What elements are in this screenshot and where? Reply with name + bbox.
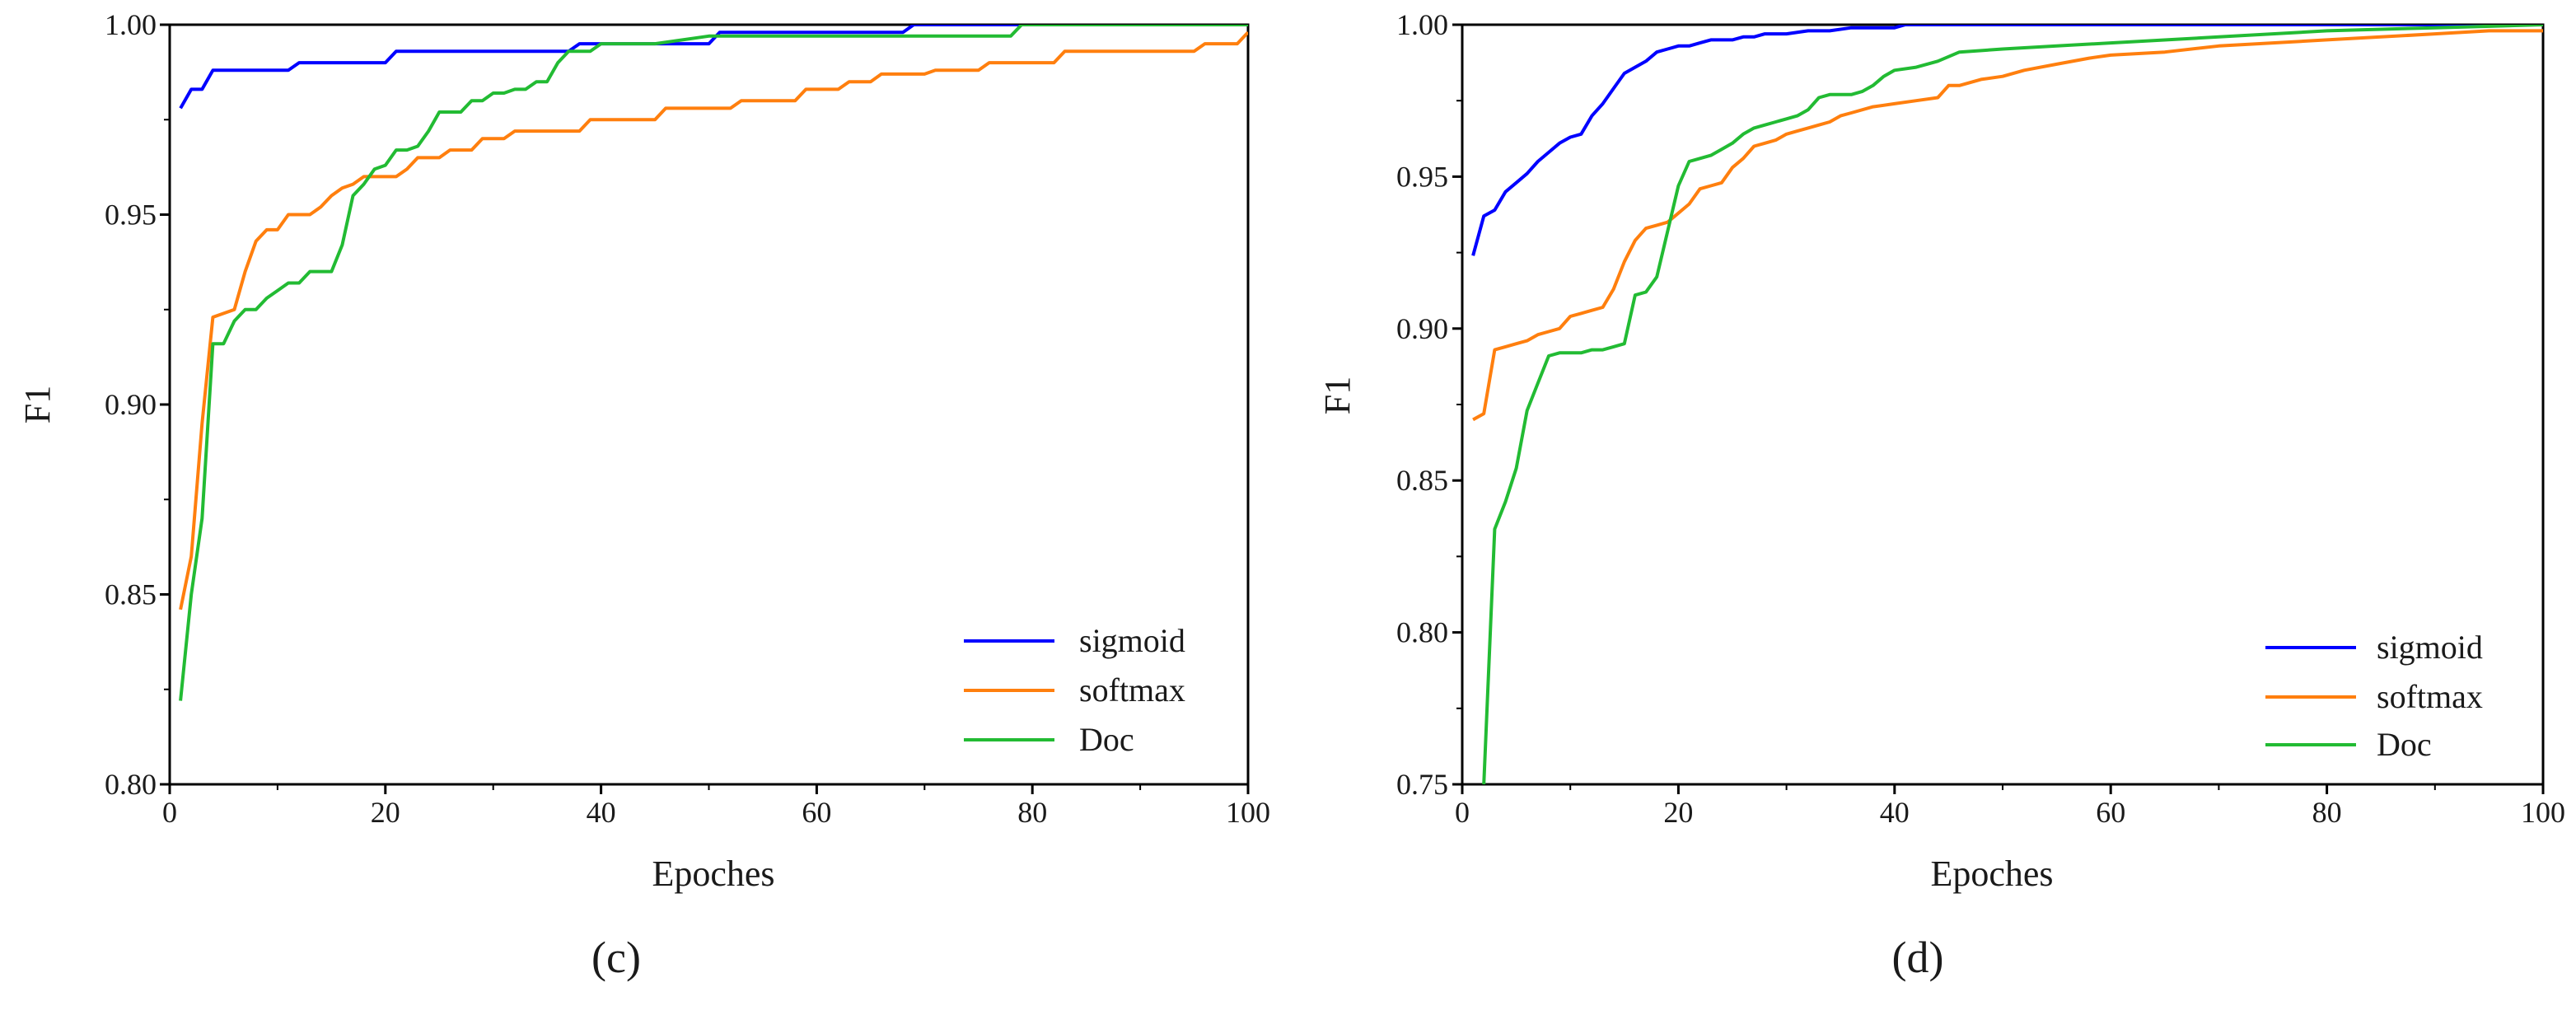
series-line-softmax — [179, 30, 1248, 610]
x-tick-label: 60 — [2096, 796, 2125, 829]
x-axis-title: Epoches — [652, 854, 774, 894]
x-tick-label: 60 — [802, 796, 831, 829]
y-tick-label: 0.90 — [1396, 312, 1448, 345]
legend-label-doc: Doc — [1079, 721, 1134, 758]
y-tick-label: 0.85 — [105, 578, 157, 611]
y-tick-label: 0.85 — [1396, 464, 1448, 497]
y-tick-label: 1.00 — [105, 8, 157, 41]
x-tick-label: 0 — [1455, 796, 1470, 829]
x-tick-label: 80 — [1017, 796, 1047, 829]
series-line-doc — [179, 25, 1248, 701]
legend-label-sigmoid: sigmoid — [1079, 622, 1185, 659]
panel-d: 0 20 40 60 80 100 0.75 0.80 0.85 0.90 0.95 1.00 Epoc… — [1317, 8, 2565, 982]
x-tick-label: 40 — [1880, 796, 1910, 829]
y-tick-label: 0.90 — [105, 388, 157, 421]
x-tick-label: 20 — [1663, 796, 1693, 829]
series-line-sigmoid — [179, 25, 1248, 110]
x-tick-label: 100 — [2521, 796, 2565, 829]
x-tick-label: 80 — [2312, 796, 2342, 829]
series-line-sigmoid — [1471, 25, 2543, 256]
y-tick-label: 0.95 — [105, 199, 157, 232]
x-tick-label: 100 — [1226, 796, 1270, 829]
y-tick-label: 0.80 — [105, 768, 157, 801]
legend-label-softmax: softmax — [2377, 678, 2483, 715]
y-tick-label: 1.00 — [1396, 8, 1448, 41]
panel-c: 0 20 40 60 80 100 0.80 0.85 0.90 0.95 1.00 Epoches F… — [17, 8, 1270, 982]
legend-label-sigmoid: sigmoid — [2377, 629, 2483, 666]
y-tick-label: 0.95 — [1396, 160, 1448, 193]
legend-label-doc: Doc — [2377, 726, 2432, 763]
series-line-doc — [1482, 25, 2543, 784]
y-tick-label: 0.75 — [1396, 768, 1448, 801]
legend-label-softmax: softmax — [1079, 671, 1185, 709]
panel-caption: (d) — [1892, 933, 1944, 982]
x-tick-label: 0 — [162, 796, 177, 829]
y-axis-title: F1 — [1317, 377, 1358, 414]
y-axis-title: F1 — [17, 386, 58, 423]
series-line-softmax — [1472, 29, 2543, 422]
x-tick-label: 40 — [587, 796, 616, 829]
x-axis-title: Epoches — [1930, 854, 2053, 894]
panel-caption: (c) — [591, 933, 641, 982]
y-tick-label: 0.80 — [1396, 616, 1448, 649]
x-tick-label: 20 — [371, 796, 400, 829]
